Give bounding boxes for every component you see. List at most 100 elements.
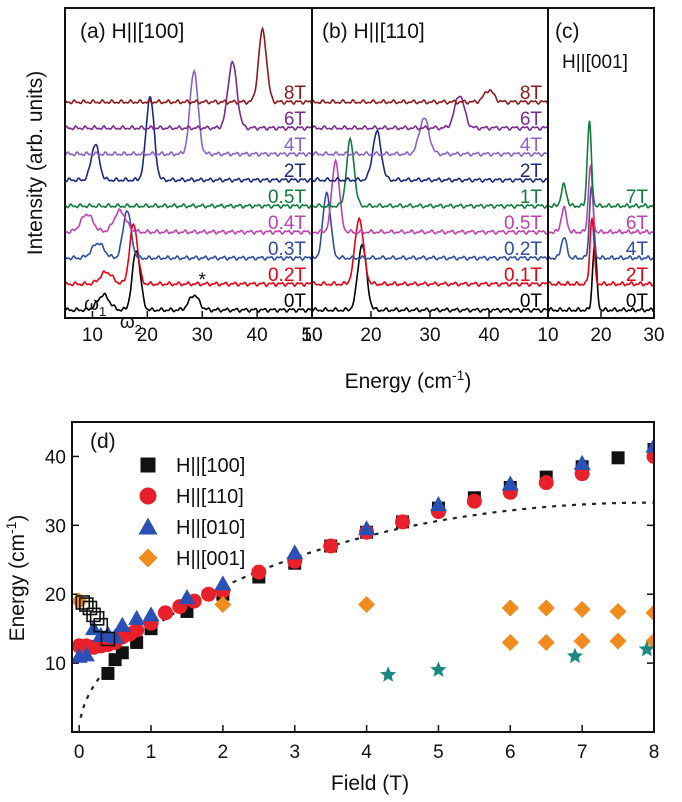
spectra-figure: Intensity (arb. units) 0T 0.2T 0.3T 0.4T 0.5… — [24, 7, 665, 393]
panel-d-label: (d) — [90, 430, 116, 453]
panel-a-x-tick-label: 20 — [137, 325, 158, 346]
panel-c-x-tick-label: 30 — [643, 325, 664, 346]
panel-a-trace-label: 0.3T — [268, 239, 306, 260]
panel-d-x-tick-label: 1 — [146, 742, 157, 763]
series-2-point — [113, 616, 131, 632]
panel-b-x-tick-label: 40 — [478, 325, 499, 346]
panel-b-trace-6T — [312, 95, 548, 132]
legend-label: H||[110] — [176, 486, 244, 508]
panel-b-label: (b) H||[110] — [322, 20, 425, 43]
annotation-symbol: ω — [120, 312, 135, 333]
panel-b-x-tick-label: 30 — [419, 325, 440, 346]
panel-d-y-axis-label-close: ) — [6, 515, 29, 522]
panel-b-x-ticks: 10 20 30 40 — [301, 311, 500, 346]
panel-a-trace-label: 0.4T — [268, 213, 306, 234]
panel-d-y-tick-label: 20 — [45, 585, 66, 606]
panel-b-trace-0.2T — [312, 190, 548, 262]
panel-a-trace-6T — [65, 60, 312, 132]
panel-c-label: (c) — [555, 20, 580, 43]
panel-a-label: (a) H||[100] — [80, 20, 184, 43]
panel-c-trace-label: 0T — [626, 291, 649, 312]
legend-label: H||[001] — [176, 548, 245, 570]
series-5-point — [566, 647, 583, 664]
panel-c-trace-4T — [548, 184, 654, 261]
panel-c-frame — [547, 7, 655, 319]
panel-d-x-tick-label: 5 — [433, 742, 444, 763]
panel-c-trace-labels: 0T 2T 4T 6T 7T — [626, 187, 649, 312]
series-3-point — [501, 599, 519, 617]
panel-a-trace-label: 4T — [284, 135, 307, 156]
panel-d-x-tick-label: 3 — [289, 742, 300, 763]
spectra-x-axis-label-main: Energy (cm — [345, 370, 452, 393]
panel-b-trace-label: 0T — [520, 291, 543, 312]
panel-c-trace-6T — [548, 164, 654, 235]
panel-a-trace-labels: 0T 0.2T 0.3T 0.4T 0.5T 2T 4T 6T 8T — [268, 83, 306, 312]
panel-d-x-axis-label: Field (T) — [331, 772, 409, 795]
panel-c-trace-2T — [548, 216, 654, 287]
series-0-point — [101, 666, 115, 680]
panel-d-x-tick-label: 7 — [577, 742, 588, 763]
panel-c-x-tick-label: 20 — [590, 325, 611, 346]
panel-d-points — [72, 437, 654, 682]
panel-b-trace-1T — [312, 136, 548, 210]
annotation-symbol: ω — [84, 294, 99, 315]
panel-d-y-tick-label: 10 — [45, 654, 66, 675]
series-3-point — [609, 602, 627, 620]
series-1-point — [129, 622, 145, 638]
spectra-x-axis-label: Energy (cm-1) — [345, 367, 472, 393]
panel-b-trace-0.5T — [312, 157, 548, 236]
series-3-point — [501, 633, 519, 651]
panel-b-trace-label: 0.1T — [504, 265, 542, 286]
series-2-point — [77, 646, 95, 662]
panel-c-trace-0T — [548, 242, 654, 313]
panel-a-traces — [65, 26, 312, 314]
panel-a-trace-0.5T — [65, 202, 312, 210]
panel-a-trace-label: 6T — [284, 109, 307, 130]
panel-c-trace-label: 6T — [626, 213, 649, 234]
panel-d-x-tick-label: 8 — [649, 742, 660, 763]
legend-label: H||[100] — [176, 455, 245, 477]
panel-a-trace-0.3T — [65, 209, 312, 262]
panel-c-trace-7T — [548, 119, 654, 209]
panel-a-trace-label: 0.5T — [268, 187, 306, 208]
annotation-symbol: * — [199, 270, 207, 291]
panel-a-trace-label: 2T — [284, 161, 307, 182]
panel-a-x-tick-label: 10 — [82, 325, 103, 346]
panel-d-y-axis-label-exp: -1 — [3, 521, 19, 534]
panel-b-trace-label: 4T — [520, 135, 543, 156]
panel-a-x-tick-label: 50 — [301, 325, 322, 346]
legend-marker-0 — [140, 457, 156, 473]
series-5-point — [380, 666, 397, 682]
panel-d-x-tick-label: 0 — [74, 742, 85, 763]
series-3-point — [214, 596, 232, 614]
panel-c-traces — [548, 119, 654, 313]
panel-b-trace-2T — [312, 129, 548, 184]
series-1-point — [395, 514, 411, 530]
spectra-x-axis-label-exp: -1 — [452, 367, 465, 383]
panel-b-trace-4T — [312, 117, 548, 158]
panel-c-trace-label: 2T — [626, 265, 649, 286]
series-1-point — [646, 448, 654, 464]
panel-b-trace-label: 8T — [520, 83, 543, 104]
series-2-point — [214, 575, 232, 591]
panel-d-axis-ticks: 0 1 2 3 4 5 6 7 8 10 20 30 40 — [45, 447, 659, 763]
panel-d-y-axis-label: Energy (cm-1) — [3, 515, 29, 642]
panel-b-x-tick-label: 20 — [360, 325, 381, 346]
panel-d-y-axis-label-main: Energy (cm — [6, 534, 29, 641]
panel-c-sublabel: H||[001] — [562, 52, 628, 73]
panel-a-trace-label: 0T — [284, 291, 307, 312]
series-0-point — [115, 646, 129, 660]
series-1-point — [323, 538, 339, 554]
series-3-point — [573, 600, 591, 618]
series-0-point — [611, 451, 625, 465]
panel-b: 0T 0.1T 0.2T 0.5T 1T 2T 4T 6T 8T 10 20 30 40 (b) H|… — [301, 7, 549, 346]
panel-a-x-tick-label: 30 — [192, 325, 213, 346]
panel-d-frame — [71, 421, 655, 733]
series-1-point — [157, 605, 173, 621]
panel-c-trace-label: 4T — [626, 239, 649, 260]
panel-a-annotation: ω1 — [84, 294, 106, 319]
panel-d-x-tick-label: 2 — [218, 742, 229, 763]
series-3-point — [573, 632, 591, 650]
series-2-point — [286, 544, 304, 560]
series-2-point — [645, 437, 654, 453]
